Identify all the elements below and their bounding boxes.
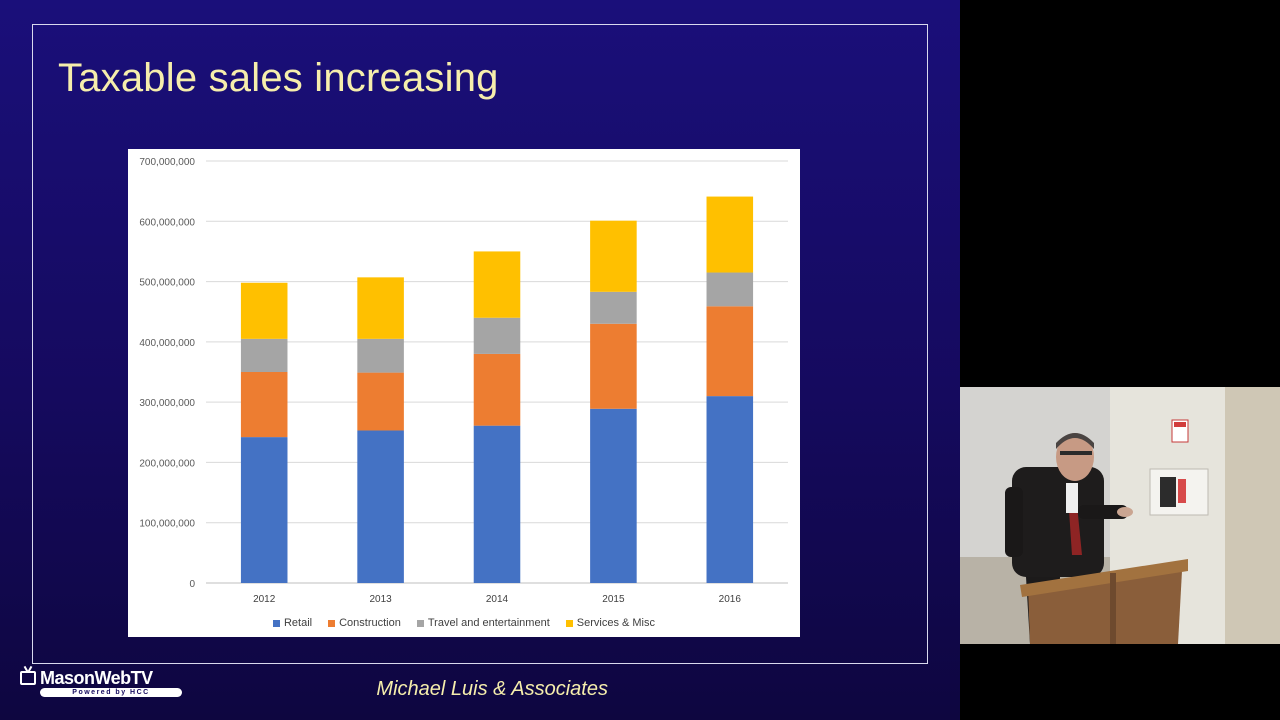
slide-border (32, 24, 928, 664)
chart-panel: 0 100,000,000 200,000,000 300,000,000 400,00… (128, 149, 800, 637)
bar-segment (590, 220, 637, 292)
tv-icon (20, 671, 36, 685)
bar-segment (473, 317, 521, 354)
bar-segment (473, 353, 521, 426)
bar-segment (357, 277, 404, 339)
y-tick-label: 100,000,000 (139, 519, 195, 530)
legend-swatch (416, 619, 424, 627)
y-tick-label: 700,000,000 (139, 157, 195, 168)
footer-credit: Michael Luis & Associates (376, 678, 608, 700)
y-tick-label: 0 (189, 579, 195, 590)
legend-item: Services & Misc (565, 615, 656, 631)
bar-segment (240, 282, 288, 339)
bar-segment (473, 251, 521, 318)
bar-segment (357, 430, 404, 583)
chart-legend: Retail Construction Travel and entertainme… (128, 615, 800, 631)
x-tick-label: 2016 (719, 594, 742, 605)
legend-swatch (565, 619, 573, 627)
stacked-bar-chart: 0 100,000,000 200,000,000 300,000,000 400,00… (139, 157, 788, 605)
bar-segment (357, 372, 404, 431)
bar-segment (706, 306, 754, 397)
speaker-video-feed (960, 387, 1280, 644)
x-tick-label: 2015 (602, 594, 625, 605)
bar-segment (590, 408, 637, 583)
legend-swatch (272, 619, 280, 627)
x-tick-label: 2014 (486, 594, 509, 605)
bar-segment (590, 323, 637, 409)
bar-segment (357, 338, 404, 373)
x-tick-label: 2012 (253, 594, 276, 605)
bar-segment (706, 272, 754, 307)
slide-title: Taxable sales increasing (58, 56, 499, 100)
logo-name: MasonWebTV (40, 668, 153, 688)
y-tick-label: 200,000,000 (139, 458, 195, 469)
legend-item: Travel and entertainment (416, 615, 550, 631)
bar-segment (706, 396, 754, 583)
legend-swatch (328, 619, 336, 627)
bar-segment (473, 425, 521, 583)
bar-segment (240, 437, 288, 583)
y-tick-label: 400,000,000 (139, 338, 195, 349)
masonwebtv-logo: MasonWebTV Powered by HCC (18, 664, 186, 700)
legend-label: Retail (283, 617, 313, 629)
y-tick-label: 300,000,000 (139, 398, 195, 409)
speaker-video-image (960, 387, 1280, 644)
legend-label: Construction (339, 617, 401, 629)
x-tick-label: 2013 (369, 594, 392, 605)
bar-segment (240, 372, 288, 438)
legend-label: Services & Misc (576, 617, 656, 629)
y-tick-label: 500,000,000 (139, 278, 195, 289)
legend-item: Retail (272, 615, 313, 631)
legend-item: Construction (328, 615, 401, 631)
legend-label: Travel and entertainment (427, 617, 550, 629)
slide-area: Taxable sales increasing 0 100,000,000 200… (0, 0, 960, 720)
logo-tagline: Powered by HCC (40, 688, 182, 697)
bar-segment (240, 338, 288, 372)
bar-segment (590, 291, 637, 324)
y-tick-label: 600,000,000 (139, 217, 195, 228)
bar-segment (706, 196, 754, 273)
